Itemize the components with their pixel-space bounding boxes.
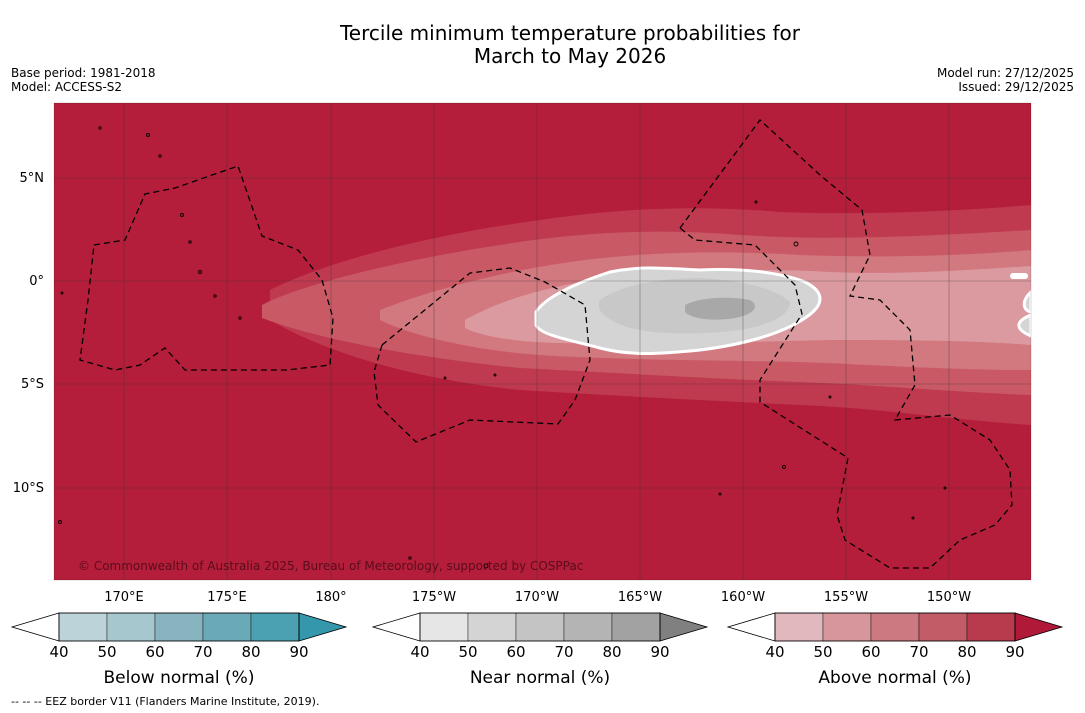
title-line-2: March to May 2026 xyxy=(473,44,667,68)
colorbar-1-tick-70: 70 xyxy=(554,643,574,661)
colorbar-2-tick-80: 80 xyxy=(957,643,977,661)
colorbar-1-tick-50: 50 xyxy=(458,643,478,661)
colorbar-0-tick-50: 50 xyxy=(97,643,117,661)
colorbar-0-tick-90: 90 xyxy=(289,643,309,661)
colorbar-0-tick-60: 60 xyxy=(145,643,165,661)
lon-label-155w: 155°W xyxy=(823,590,869,605)
lat-label-5n: 5°N xyxy=(19,171,45,186)
lon-label-160w: 160°W xyxy=(720,590,766,605)
base-period: Base period: 1981-2018 xyxy=(11,66,156,80)
meta-right: Model run: 27/12/2025 Issued: 29/12/2025 xyxy=(937,66,1074,94)
colorbar-2-tick-40: 40 xyxy=(765,643,785,661)
lat-label-10s: 10°S xyxy=(12,481,44,496)
lon-label-170w: 170°W xyxy=(514,590,560,605)
issued-date: Issued: 29/12/2025 xyxy=(958,80,1074,94)
colorbar-0-high-extend xyxy=(298,612,348,642)
islands xyxy=(58,126,947,569)
colorbar-1-segment-4 xyxy=(611,612,661,642)
eez-borders xyxy=(79,119,1013,569)
copyright-notice: © Commonwealth of Australia 2025, Bureau… xyxy=(78,559,584,573)
lat-label-5s: 5°S xyxy=(20,377,44,392)
colorbar-1-tick-90: 90 xyxy=(650,643,670,661)
colorbar-1-high-extend xyxy=(659,612,709,642)
colorbar-1-segment-2 xyxy=(515,612,565,642)
near-60-patch-small xyxy=(1010,273,1028,279)
colorbar-0-tick-80: 80 xyxy=(241,643,261,661)
colorbar-1-segment-1 xyxy=(467,612,517,642)
map-title: Tercile minimum temperature probabilitie… xyxy=(0,22,1085,68)
map-frame xyxy=(53,102,1032,581)
colorbar-1-tick-40: 40 xyxy=(410,643,430,661)
colorbar-0-segment-0 xyxy=(58,612,108,642)
colorbar-0-segment-4 xyxy=(250,612,300,642)
lon-label-175w: 175°W xyxy=(411,590,457,605)
colorbar-1-frame xyxy=(419,612,661,642)
colorbar-1-tick-80: 80 xyxy=(602,643,622,661)
near-60-patch-east xyxy=(1017,289,1031,338)
lat-label-0: 0° xyxy=(29,274,44,289)
colorbar-2-segment-3 xyxy=(918,612,968,642)
lon-label-170e: 170°E xyxy=(104,590,144,605)
meta-left: Base period: 1981-2018 Model: ACCESS-S2 xyxy=(11,66,156,94)
colorbar-0-low-extend xyxy=(10,612,60,642)
colorbar-2-tick-90: 90 xyxy=(1005,643,1025,661)
lon-label-180: 180° xyxy=(315,590,347,605)
eez-footnote: -- -- -- EEZ border V11 (Flanders Marine… xyxy=(11,695,320,708)
colorbar-2-segment-4 xyxy=(966,612,1016,642)
colorbar-2-frame xyxy=(774,612,1016,642)
lon-label-175e: 175°E xyxy=(207,590,247,605)
colorbar-2-title: Above normal (%) xyxy=(818,668,972,688)
colorbar-0-segment-2 xyxy=(154,612,204,642)
colorbar-0-frame xyxy=(58,612,300,642)
near-80-region xyxy=(685,297,755,320)
grid-lines xyxy=(54,103,1031,580)
colorbar-2-segment-0 xyxy=(774,612,824,642)
colorbar-0-tick-70: 70 xyxy=(193,643,213,661)
lon-label-165w: 165°W xyxy=(617,590,663,605)
colorbar-2-segment-1 xyxy=(822,612,872,642)
colorbar-0-title: Below normal (%) xyxy=(103,668,255,688)
colorbar-2-segment-2 xyxy=(870,612,920,642)
colorbar-1-segment-0 xyxy=(419,612,469,642)
colorbars xyxy=(10,612,1064,642)
colorbar-1-segment-3 xyxy=(563,612,613,642)
colorbar-1-tick-60: 60 xyxy=(506,643,526,661)
lon-label-150w: 150°W xyxy=(926,590,972,605)
model-name: Model: ACCESS-S2 xyxy=(11,80,123,94)
colorbar-2-tick-50: 50 xyxy=(813,643,833,661)
colorbar-2-tick-60: 60 xyxy=(861,643,881,661)
colorbar-2-low-extend xyxy=(726,612,776,642)
colorbar-0-segment-1 xyxy=(106,612,156,642)
colorbar-1-low-extend xyxy=(371,612,421,642)
model-run: Model run: 27/12/2025 xyxy=(936,66,1074,80)
colorbar-0-tick-40: 40 xyxy=(49,643,69,661)
colorbar-2-high-extend xyxy=(1014,612,1064,642)
colorbar-0-segment-3 xyxy=(202,612,252,642)
title-line-1: Tercile minimum temperature probabilitie… xyxy=(339,21,801,45)
colorbar-2-tick-70: 70 xyxy=(909,643,929,661)
colorbar-1-title: Near normal (%) xyxy=(469,668,611,688)
